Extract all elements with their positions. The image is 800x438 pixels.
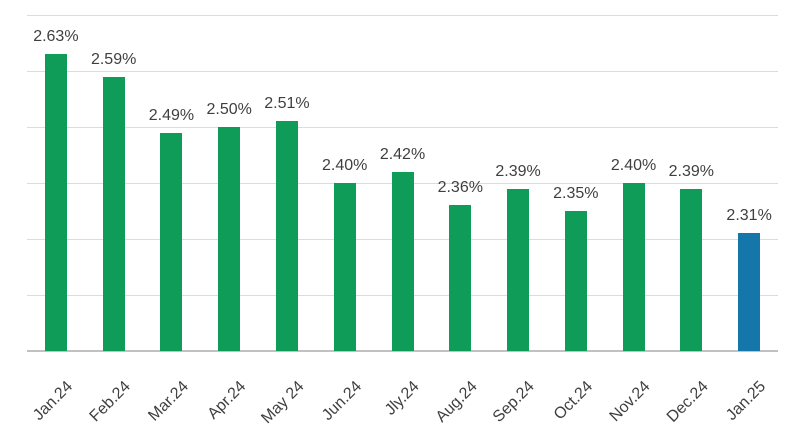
bar-jly-24: [391, 171, 414, 351]
bar-jun-24: [333, 183, 356, 351]
bar-value-label: 2.63%: [33, 28, 79, 46]
bar-dec-24: [680, 188, 703, 351]
x-axis-label: Feb.24: [86, 378, 134, 426]
x-axis-label: Jly.24: [381, 378, 423, 419]
bar-value-label: 2.42%: [379, 145, 426, 163]
bar-value-label: 2.51%: [264, 95, 310, 113]
bar-value-label: 2.49%: [148, 106, 195, 124]
bar-value-label: 2.59%: [90, 50, 137, 68]
bar-jan-24: [44, 54, 67, 351]
bar-oct-24: [564, 211, 587, 351]
bar-nov-24: [622, 183, 645, 351]
x-axis-label: Dec.24: [663, 378, 712, 426]
bar-value-label: 2.35%: [553, 185, 599, 202]
gridline: [27, 15, 778, 16]
x-axis-label: Jan.24: [29, 378, 76, 424]
x-axis-label: Apr.24: [204, 378, 250, 423]
bar-apr-24: [218, 127, 241, 351]
x-axis-label: Aug.24: [432, 378, 481, 426]
x-axis-label: May 24: [257, 378, 307, 428]
bar-value-label: 2.40%: [322, 157, 368, 174]
x-axis-label: Sep.24: [490, 378, 539, 426]
bar-may-24: [275, 121, 298, 351]
x-axis-label: Oct.24: [550, 378, 596, 424]
bar-jan-25: [738, 233, 761, 351]
bar-feb-24: [102, 76, 125, 351]
bar-value-label: 2.50%: [206, 101, 252, 118]
bar-value-label: 2.39%: [668, 162, 715, 180]
bar-value-label: 2.36%: [437, 179, 483, 197]
x-axis-label: Jun.24: [318, 378, 365, 424]
bar-value-label: 2.39%: [495, 162, 541, 180]
bar-mar-24: [160, 132, 183, 351]
bar-aug-24: [449, 205, 472, 351]
bar-value-label: 2.31%: [726, 207, 772, 225]
bar-sep-24: [507, 188, 530, 351]
gridline: [27, 127, 778, 128]
x-axis-label: Mar.24: [144, 378, 192, 425]
x-axis-label: Jan.25: [723, 378, 770, 424]
bar-value-label: 2.40%: [610, 157, 657, 174]
gridline: [27, 71, 778, 72]
x-axis-label: Nov.24: [606, 378, 654, 426]
x-axis-line: [27, 350, 778, 352]
